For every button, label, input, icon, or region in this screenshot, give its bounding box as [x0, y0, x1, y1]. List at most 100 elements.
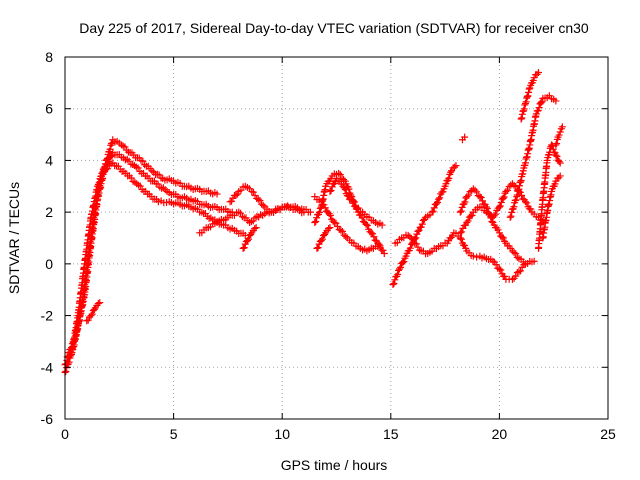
data-point-trace — [323, 175, 335, 188]
data-point — [380, 250, 388, 258]
y-tick-label: 4 — [45, 152, 53, 168]
data-point-trace — [167, 198, 182, 208]
data-point — [495, 229, 503, 237]
data-point-trace — [143, 172, 158, 185]
data-point-trace — [516, 188, 528, 204]
data-point — [435, 195, 443, 203]
data-point-trace — [347, 196, 358, 210]
data-marks — [61, 69, 566, 376]
data-point-trace — [497, 266, 509, 280]
data-point-trace — [510, 268, 521, 282]
data-point — [495, 265, 503, 273]
data-point-trace — [458, 221, 470, 236]
data-point-trace — [548, 142, 559, 157]
data-point-trace — [472, 204, 482, 214]
data-point-trace — [548, 180, 559, 193]
data-point-trace — [342, 180, 355, 199]
data-point-trace — [374, 219, 384, 228]
x-tick-label: 0 — [61, 426, 69, 442]
data-point-trace — [330, 170, 340, 178]
data-point-trace — [372, 242, 382, 250]
y-tick-label: 8 — [45, 49, 53, 65]
data-point-trace — [412, 240, 424, 254]
series-satellite-track-14 — [456, 185, 529, 268]
data-point-trace — [312, 204, 324, 225]
data-point — [489, 257, 497, 265]
series-satellite-track-18 — [517, 69, 542, 123]
data-point-trace — [276, 203, 288, 214]
data-point — [243, 237, 251, 245]
y-tick-label: 0 — [45, 256, 53, 272]
data-point-trace — [356, 211, 367, 226]
data-point-trace — [93, 299, 102, 309]
data-point-trace — [429, 198, 441, 215]
data-point-trace — [406, 233, 417, 246]
data-point — [411, 239, 419, 247]
data-point-trace — [491, 258, 502, 272]
data-point — [300, 208, 308, 216]
x-tick-label: 10 — [274, 426, 290, 442]
data-point-trace — [522, 85, 533, 106]
data-point-trace — [111, 162, 128, 176]
data-point-trace — [128, 149, 143, 162]
data-point — [456, 208, 464, 216]
data-point — [87, 312, 95, 320]
data-point — [469, 185, 477, 193]
data-point-trace — [293, 205, 306, 217]
x-tick-label: 5 — [170, 426, 178, 442]
data-point-trace — [84, 313, 94, 324]
data-point — [428, 208, 436, 216]
data-point-trace — [541, 94, 551, 102]
data-point-trace — [204, 187, 219, 198]
data-point-trace — [200, 209, 215, 222]
data-point-trace — [527, 76, 537, 89]
data-point-trace — [247, 212, 263, 226]
data-point-trace — [490, 221, 502, 234]
data-point-trace — [237, 183, 247, 194]
data-point-trace — [442, 168, 455, 188]
data-point-trace — [520, 144, 533, 172]
data-point — [252, 224, 260, 232]
data-point-trace — [233, 227, 247, 238]
data-point-trace — [471, 186, 482, 200]
data-point — [534, 69, 542, 77]
data-point-trace — [510, 181, 521, 194]
data-point-trace — [119, 142, 132, 156]
x-tick-label: 25 — [600, 426, 616, 442]
data-point-trace — [198, 224, 210, 237]
data-point — [404, 231, 412, 239]
data-point-trace — [240, 237, 250, 252]
data-point — [552, 97, 560, 105]
axis-ticks: 0 5 10 15 20 25 -6 -4 -2 0 2 4 6 8 — [41, 49, 616, 442]
data-point-trace — [553, 135, 561, 148]
data-point-trace — [81, 243, 95, 296]
data-point-trace — [132, 163, 148, 177]
series-satellite-track-17 — [506, 92, 560, 221]
data-point — [556, 159, 564, 167]
data-point-trace — [539, 209, 551, 241]
data-point-trace — [523, 199, 535, 213]
y-tick-label: 6 — [45, 101, 53, 117]
data-point-trace — [555, 131, 563, 139]
data-point — [515, 268, 523, 276]
data-point-trace — [313, 196, 323, 204]
data-point — [248, 187, 256, 195]
data-point — [552, 151, 560, 159]
data-point — [558, 123, 566, 131]
data-point — [389, 281, 397, 289]
data-point-trace — [544, 143, 555, 162]
data-point-trace — [72, 293, 88, 339]
y-tick-label: -2 — [41, 308, 54, 324]
data-point — [521, 198, 529, 206]
data-point-trace — [237, 209, 252, 225]
data-point-trace — [222, 205, 234, 216]
data-point — [469, 252, 477, 260]
data-point-trace — [87, 197, 101, 244]
data-point-trace — [134, 181, 150, 196]
data-point — [452, 162, 460, 170]
data-point-trace — [228, 190, 241, 205]
data-point-trace — [285, 203, 297, 214]
data-point-trace — [338, 228, 350, 240]
series-satellite-track-10 — [326, 175, 386, 229]
data-point-trace — [457, 194, 470, 215]
